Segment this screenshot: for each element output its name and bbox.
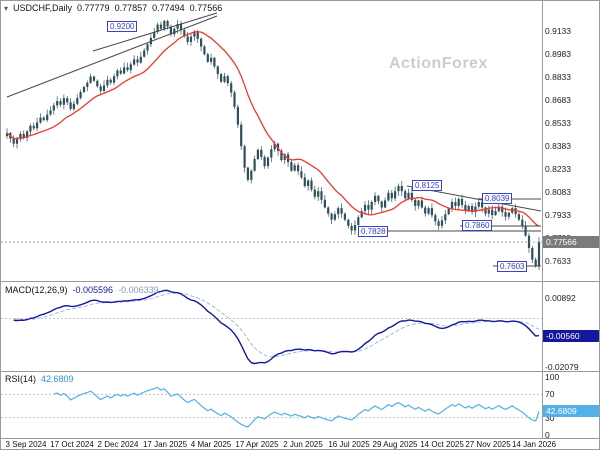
macd-label: MACD(12,26,9) <box>5 285 68 295</box>
price-tick-label: 0.8683 <box>545 95 571 105</box>
rsi-tick-label: 100 <box>545 372 560 382</box>
current-price-box: 0.77566 <box>543 236 599 248</box>
date-label: 17 Oct 2024 <box>50 440 94 449</box>
macd-tick-label: 0.00892 <box>545 293 576 303</box>
quote-open: 0.77779 <box>77 3 110 13</box>
rsi-current-box: 42.6809 <box>543 405 599 417</box>
price-level-label[interactable]: 0.7860 <box>462 220 493 231</box>
rsi-plot <box>1 386 542 428</box>
macd-value: -0.005596 <box>72 285 114 295</box>
date-label: 27 Nov 2025 <box>465 440 511 449</box>
price-tick-label: 0.8833 <box>545 72 571 82</box>
symbol-name: USDCHF,Daily <box>13 3 73 13</box>
price-tick-label: 0.7933 <box>545 210 571 220</box>
date-label: 2 Jun 2025 <box>283 440 323 449</box>
price-level-label[interactable]: 0.8125 <box>412 180 443 191</box>
price-tick-label: 0.8983 <box>545 49 571 59</box>
price-level-label[interactable]: 0.8039 <box>482 193 513 204</box>
macd-plot <box>1 289 542 365</box>
price-tick-label: 0.8083 <box>545 187 571 197</box>
date-label: 29 Aug 2025 <box>372 440 418 449</box>
watermark: ActionForex <box>389 55 488 72</box>
ma-line <box>6 30 540 227</box>
date-label: 14 Oct 2025 <box>420 440 464 449</box>
price-panel-title: ▾ USDCHF,Daily 0.77779 0.77857 0.77494 0.7756… <box>4 3 227 13</box>
price-plot <box>1 12 542 270</box>
macd-panel-title: MACD(12,26,9) -0.005596 -0.006339 <box>5 285 164 295</box>
price-tick-label: 0.7633 <box>545 256 571 266</box>
date-label: 4 Mar 2025 <box>190 440 232 449</box>
rsi-tick-label: 0 <box>545 430 550 440</box>
rsi-tick-label: 30 <box>545 413 555 423</box>
quote-close: 0.77566 <box>189 3 223 13</box>
date-label: 3 Sep 2024 <box>5 440 47 449</box>
price-tick-label: 0.9133 <box>545 26 571 36</box>
price-tick-label: 0.8383 <box>545 141 571 151</box>
rsi-value: 42.6809 <box>41 374 74 384</box>
price-tick-label: 0.8233 <box>545 164 571 174</box>
macd-line <box>13 289 540 365</box>
quote-high: 0.77857 <box>114 3 148 13</box>
price-tick-label: 0.8533 <box>545 118 571 128</box>
quote-low: 0.77494 <box>152 3 185 13</box>
trend-lines[interactable] <box>6 12 542 267</box>
date-label: 14 Jan 2026 <box>511 440 557 449</box>
rsi-panel-title: RSI(14) 42.6809 <box>5 374 79 384</box>
macd-signal-line <box>13 292 540 358</box>
date-label: 2 Dec 2024 <box>97 440 139 449</box>
date-label: 17 Jan 2025 <box>142 440 188 449</box>
price-level-label[interactable]: 0.9200 <box>107 21 138 32</box>
macd-tick-label: -0.02079 <box>545 362 579 372</box>
rsi-tick-label: 70 <box>545 389 555 399</box>
rsi-line <box>53 386 540 428</box>
rsi-label: RSI(14) <box>5 374 37 384</box>
date-label: 16 Jul 2025 <box>328 440 370 449</box>
macd-current-box: -0.00560 <box>543 330 599 342</box>
price-level-label[interactable]: 0.7603 <box>497 261 528 272</box>
symbol-dropdown-icon[interactable]: ▾ <box>4 4 9 13</box>
price-level-label[interactable]: 0.7828 <box>358 226 389 237</box>
macd-signal-value: -0.006339 <box>118 285 159 295</box>
date-label: 17 Apr 2025 <box>235 440 279 449</box>
